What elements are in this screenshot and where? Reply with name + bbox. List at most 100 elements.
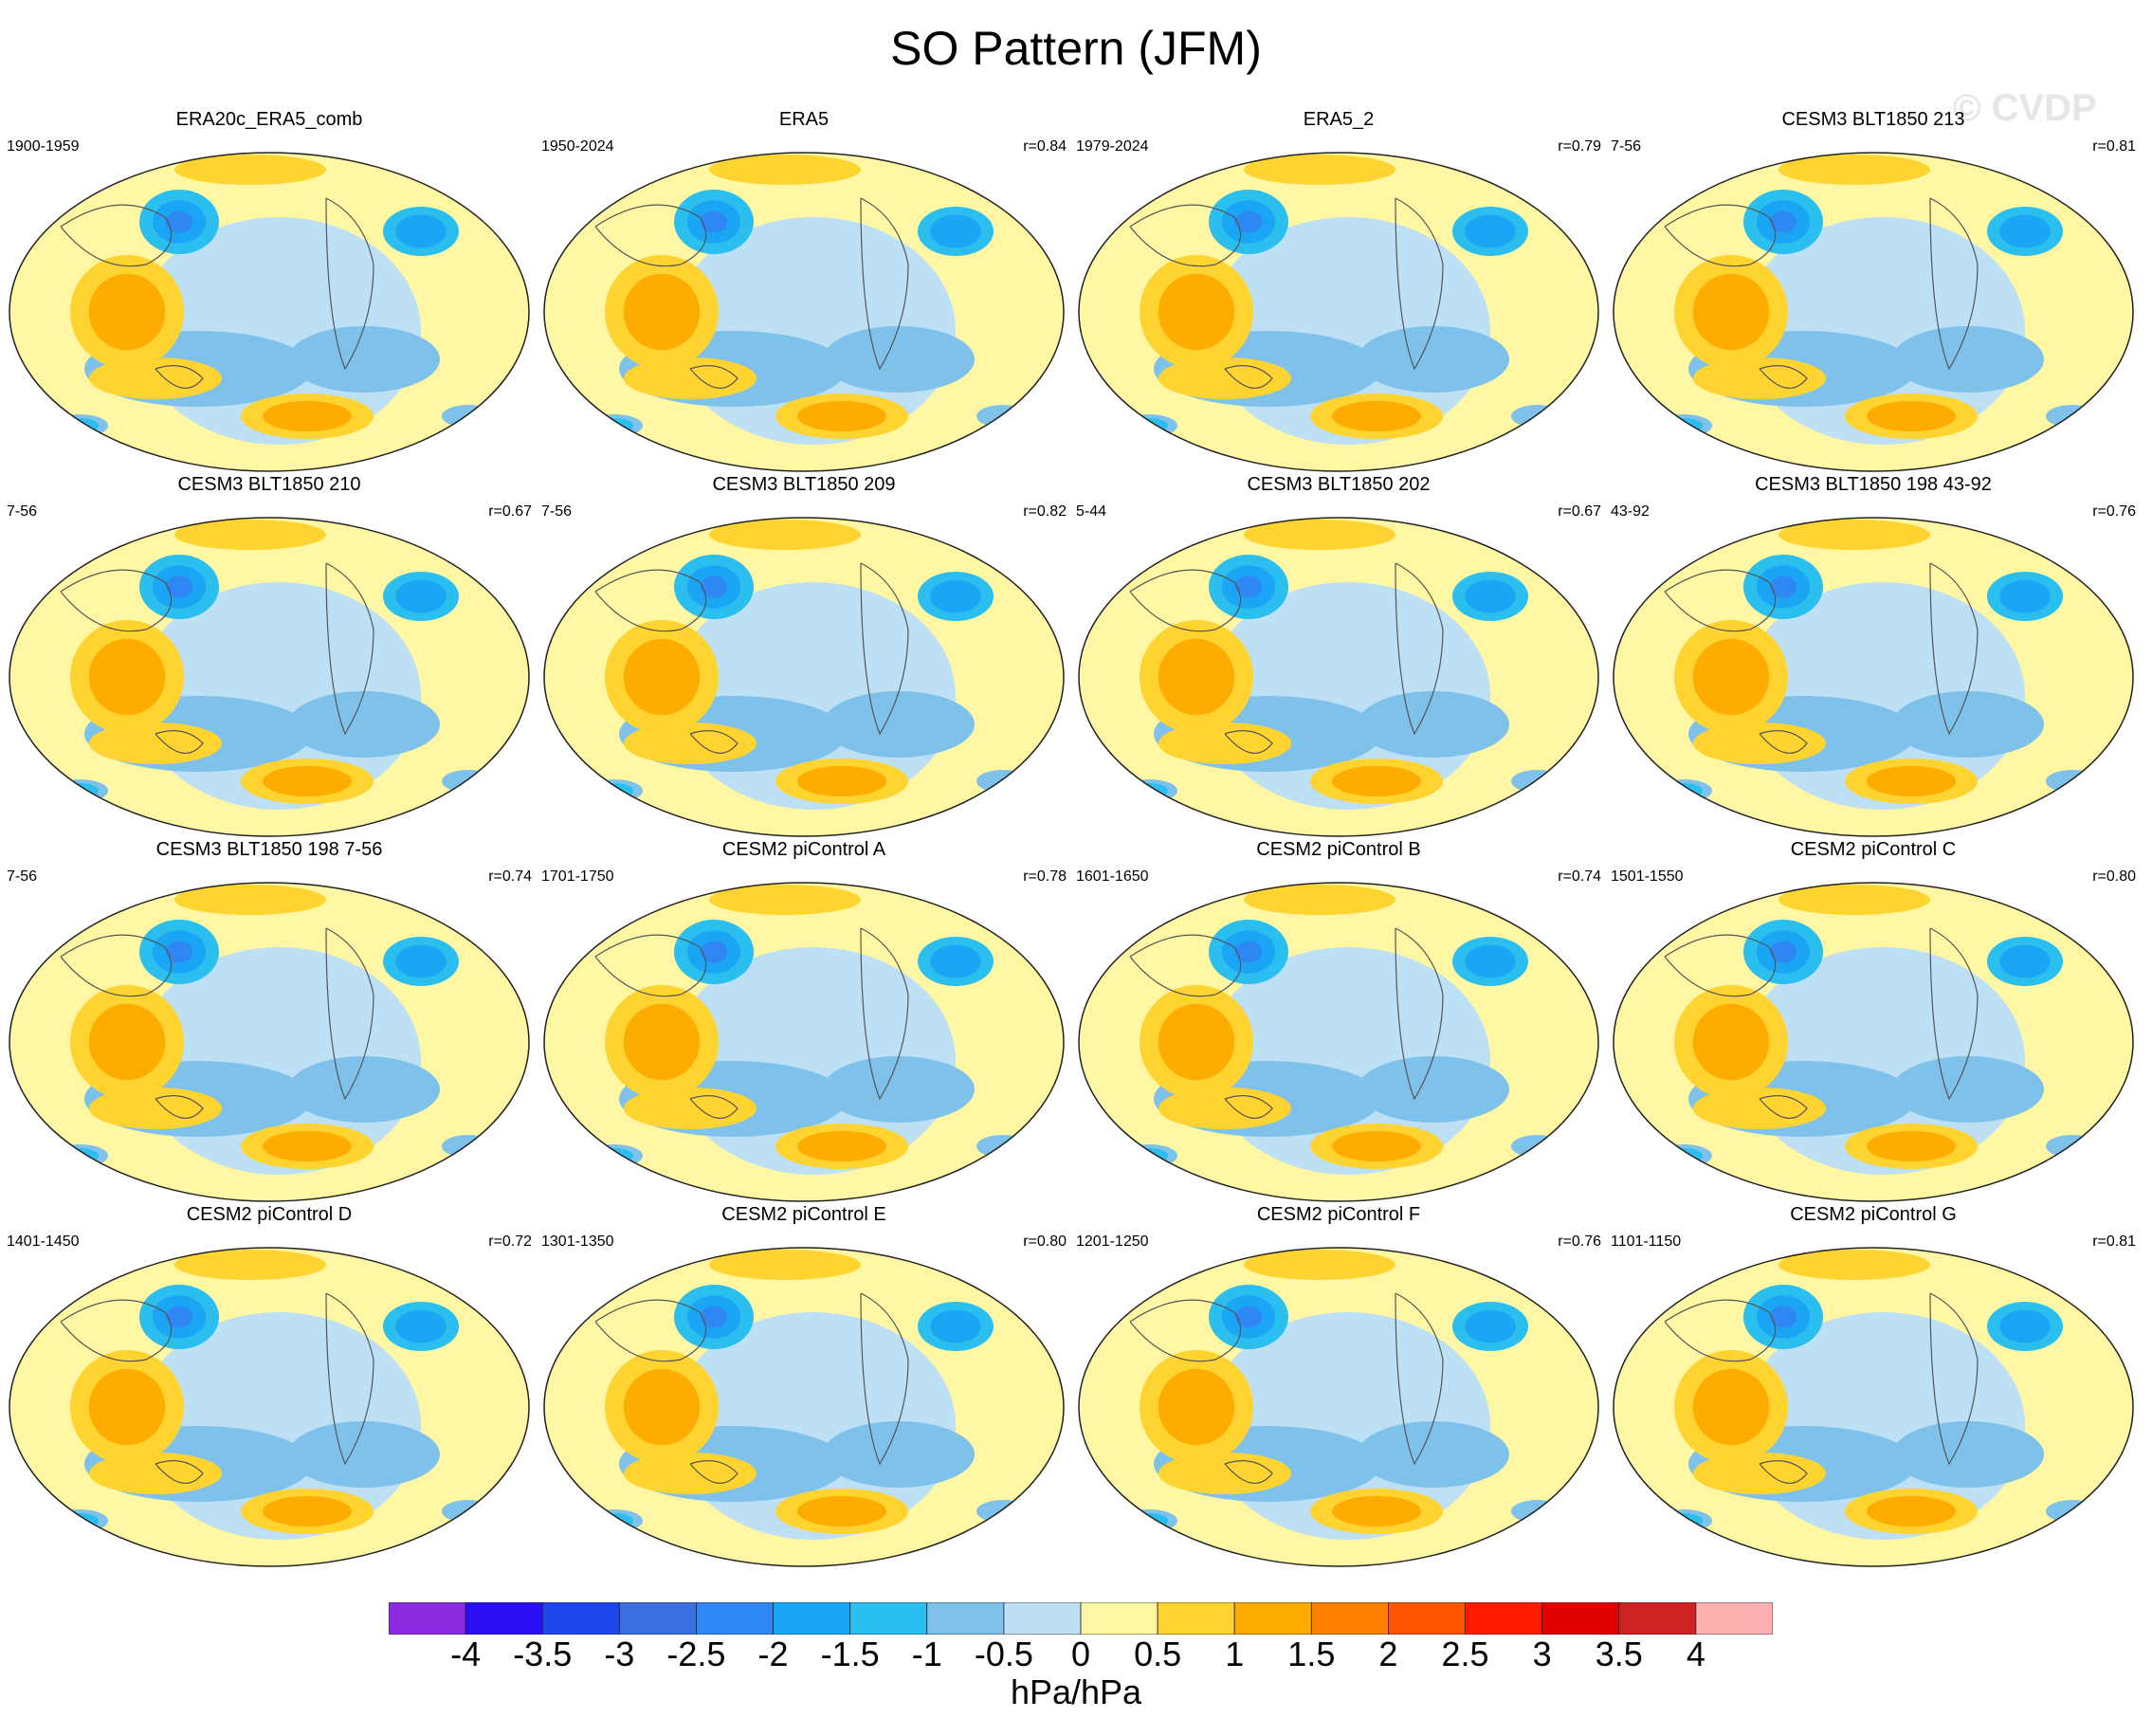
anomaly-contour bbox=[1158, 273, 1235, 351]
anomaly-contour bbox=[1244, 1250, 1395, 1280]
panel-title: CESM2 piControl D bbox=[186, 1204, 353, 1225]
anomaly-contour bbox=[1892, 691, 2044, 758]
panel-correlation: r=0.67 bbox=[1558, 503, 1601, 520]
anomaly-contour bbox=[51, 414, 108, 437]
panel-correlation: r=0.76 bbox=[1558, 1233, 1601, 1250]
anomaly-contour bbox=[1655, 1509, 1712, 1532]
anomaly-contour bbox=[823, 691, 975, 758]
coastline bbox=[594, 562, 909, 754]
anomaly-contour bbox=[2046, 770, 2099, 793]
panel-years: 7-56 bbox=[7, 503, 38, 520]
anomaly-contour bbox=[1692, 1368, 1770, 1446]
anomaly-contour bbox=[1892, 326, 2044, 393]
anomaly-contour bbox=[624, 1087, 757, 1129]
anomaly-contour bbox=[2046, 405, 2099, 428]
panel-years: 1201-1250 bbox=[1076, 1233, 1149, 1250]
panel-years: 1601-1650 bbox=[1076, 868, 1149, 885]
anomaly-contour bbox=[1892, 1421, 2044, 1488]
panel-title: CESM3 BLT1850 198 43-92 bbox=[1755, 474, 1992, 495]
map-plot bbox=[9, 517, 530, 837]
panel-years: 7-56 bbox=[1611, 138, 1642, 155]
anomaly-contour bbox=[1465, 1309, 1516, 1343]
anomaly-contour bbox=[1693, 1453, 1826, 1494]
panel-title: CESM2 piControl G bbox=[1790, 1204, 1957, 1225]
anomaly-contour bbox=[1655, 1144, 1712, 1167]
anomaly-contour bbox=[1693, 722, 1826, 764]
anomaly-contour bbox=[1158, 638, 1235, 716]
anomaly-contour bbox=[930, 579, 981, 613]
panel-years: 1950-2024 bbox=[541, 138, 614, 155]
anomaly-contour bbox=[288, 326, 440, 393]
anomaly-contour bbox=[1358, 691, 1509, 758]
map-panel: CESM2 piControl F 1201-1250 r=0.76 bbox=[1073, 1204, 1604, 1574]
anomaly-contour bbox=[1867, 765, 1956, 797]
anomaly-contour bbox=[1999, 579, 2051, 613]
map-plot bbox=[1613, 1247, 2134, 1567]
panel-title: CESM3 BLT1850 210 bbox=[177, 474, 361, 495]
panel-title: CESM2 piControl A bbox=[721, 839, 886, 860]
coastline bbox=[594, 197, 909, 389]
colorbar-swatch bbox=[1310, 1602, 1389, 1635]
colorbar-tick-label: 1.5 bbox=[1287, 1635, 1336, 1673]
panel-years: 7-56 bbox=[7, 868, 38, 885]
colorbar-units: hPa/hPa bbox=[1010, 1672, 1142, 1711]
colorbar-swatch bbox=[1080, 1602, 1158, 1635]
anomaly-contour bbox=[1655, 414, 1712, 437]
anomaly-contour bbox=[1892, 1056, 2044, 1123]
panel-title: CESM2 piControl B bbox=[1256, 839, 1421, 860]
map-panel: CESM2 piControl C 1501-1550 r=0.80 bbox=[1608, 839, 2139, 1209]
anomaly-contour bbox=[1234, 1306, 1263, 1328]
anomaly-contour bbox=[288, 1421, 440, 1488]
cvdp-watermark: © CVDP bbox=[1953, 87, 2097, 129]
colorbar-tick-label: 2.5 bbox=[1441, 1635, 1489, 1673]
anomaly-contour bbox=[288, 691, 440, 758]
map-outline bbox=[543, 1247, 1065, 1567]
anomaly-contour bbox=[89, 357, 222, 399]
anomaly-contour bbox=[1511, 405, 1564, 428]
map-plot bbox=[1613, 517, 2134, 837]
map-plot bbox=[1078, 1247, 1599, 1567]
coastline bbox=[1664, 197, 1979, 389]
panel-correlation: r=0.72 bbox=[488, 1233, 532, 1250]
map-panel: CESM3 BLT1850 210 7-56 r=0.67 bbox=[4, 474, 535, 844]
panel-years: 1301-1350 bbox=[541, 1233, 614, 1250]
anomaly-contour bbox=[165, 941, 193, 963]
panel-correlation: r=0.76 bbox=[2092, 503, 2136, 520]
anomaly-contour bbox=[165, 576, 193, 598]
panel-correlation: r=0.74 bbox=[488, 868, 532, 885]
map-plot bbox=[543, 1247, 1065, 1567]
map-outline bbox=[543, 152, 1065, 472]
anomaly-contour bbox=[1158, 1087, 1291, 1129]
anomaly-contour bbox=[797, 1495, 886, 1527]
map-plot bbox=[1613, 882, 2134, 1202]
colorbar-swatch bbox=[1003, 1602, 1082, 1635]
anomaly-contour bbox=[165, 210, 193, 233]
panel-title: ERA20c_ERA5_comb bbox=[175, 109, 363, 130]
map-outline bbox=[9, 882, 530, 1202]
map-plot bbox=[9, 152, 530, 472]
anomaly-contour bbox=[288, 1056, 440, 1123]
colorbar-tick-label: -2 bbox=[757, 1635, 789, 1673]
panel-correlation: r=0.79 bbox=[1558, 138, 1601, 155]
anomaly-contour bbox=[51, 1509, 108, 1532]
map-outline bbox=[1613, 882, 2134, 1202]
map-outline bbox=[1078, 882, 1599, 1202]
panel-correlation: r=0.80 bbox=[2092, 868, 2136, 885]
anomaly-contour bbox=[1121, 1509, 1177, 1532]
anomaly-contour bbox=[1158, 1368, 1235, 1446]
coastline bbox=[1664, 562, 1979, 754]
anomaly-contour bbox=[1693, 357, 1826, 399]
anomaly-contour bbox=[395, 579, 447, 613]
coastline bbox=[1129, 562, 1444, 754]
map-panel: CESM3 BLT1850 213 7-56 r=0.81 bbox=[1608, 109, 2139, 479]
anomaly-contour bbox=[442, 1500, 495, 1523]
colorbar-swatch bbox=[1388, 1602, 1466, 1635]
map-panel: CESM2 piControl G 1101-1150 r=0.81 bbox=[1608, 1204, 2139, 1574]
anomaly-contour bbox=[624, 1453, 757, 1494]
map-plot bbox=[1078, 517, 1599, 837]
anomaly-contour bbox=[623, 638, 701, 716]
anomaly-contour bbox=[1121, 779, 1177, 802]
panel-correlation: r=0.81 bbox=[2092, 138, 2136, 155]
panel-years: 7-56 bbox=[541, 503, 573, 520]
anomaly-contour bbox=[930, 1309, 981, 1343]
